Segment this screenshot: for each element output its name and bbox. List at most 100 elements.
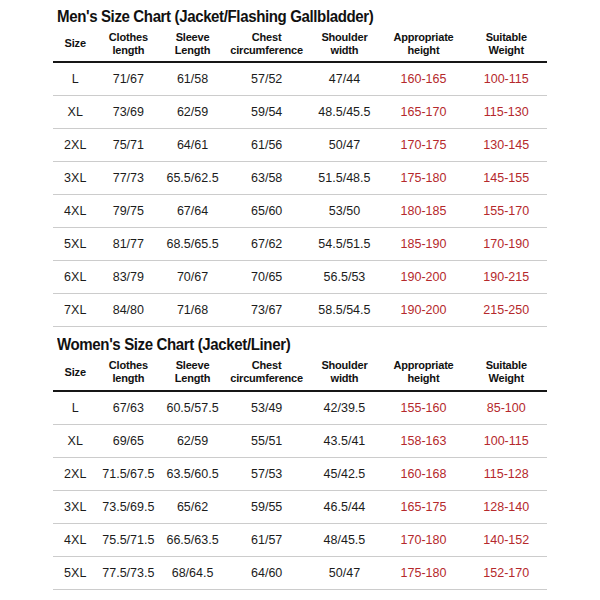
table-cell: 66.5/63.5 <box>159 523 226 556</box>
table-cell: 73/67 <box>226 294 308 327</box>
table-cell: 65/60 <box>226 195 308 228</box>
table-cell: 57/52 <box>226 62 308 96</box>
column-header: Size <box>53 355 97 390</box>
table-cell: 75.5/71.5 <box>97 523 159 556</box>
table-cell: 47/44 <box>307 62 381 96</box>
table-cell: 77.5/73.5 <box>97 556 159 589</box>
table-cell: 54.5/51.5 <box>307 228 381 261</box>
column-header: Clothes length <box>97 355 159 390</box>
table-cell: 6XL <box>53 261 97 294</box>
table-cell: 69/65 <box>97 424 159 457</box>
womens-table-body: L67/6360.5/57.553/4942/39.5155-16085-100… <box>53 391 547 600</box>
column-header: Sleeve Length <box>159 355 226 390</box>
table-cell: 155-160 <box>381 391 465 425</box>
column-header: Chest circumference <box>226 27 308 62</box>
table-cell: 85-100 <box>465 391 547 425</box>
table-cell: 61/57 <box>226 523 308 556</box>
table-cell: 68/64.5 <box>159 556 226 589</box>
table-cell: 190-200 <box>381 294 465 327</box>
table-row: 2XL71.5/67.563.5/60.557/5345/42.5160-168… <box>53 457 547 490</box>
table-cell: 2XL <box>53 457 97 490</box>
table-cell: 4XL <box>53 195 97 228</box>
table-cell: 51.5/48.5 <box>307 589 381 600</box>
womens-size-table: SizeClothes lengthSleeve LengthChest cir… <box>53 355 547 600</box>
table-cell: 46.5/44 <box>307 490 381 523</box>
table-cell: 55/51 <box>226 424 308 457</box>
table-cell: 58.5/54.5 <box>307 294 381 327</box>
table-cell: 50/47 <box>307 556 381 589</box>
table-cell: 145-155 <box>465 162 547 195</box>
table-cell: 67/63 <box>97 391 159 425</box>
womens-chart-title: Women's Size Chart (Jacket/Liner) <box>57 336 518 354</box>
table-cell: 65/62 <box>159 490 226 523</box>
table-cell: 4XL <box>53 523 97 556</box>
table-cell: 160-165 <box>381 62 465 96</box>
table-cell: 100-115 <box>465 62 547 96</box>
table-cell: 70/65 <box>226 261 308 294</box>
table-cell: L <box>53 62 97 96</box>
table-row: XL69/6562/5955/5143.5/41158-163100-115 <box>53 424 547 457</box>
table-cell: XL <box>53 96 97 129</box>
table-cell: 170-190 <box>465 228 547 261</box>
table-cell: 185-190 <box>381 228 465 261</box>
column-header: Suitable Weight <box>465 355 547 390</box>
table-cell: 56.5/53 <box>307 261 381 294</box>
table-cell: 100-115 <box>465 424 547 457</box>
table-cell: 77/73 <box>97 162 159 195</box>
table-cell: 63/58 <box>226 162 308 195</box>
table-cell: 180-185 <box>381 195 465 228</box>
mens-table-header: SizeClothes lengthSleeve LengthChest cir… <box>53 27 547 62</box>
table-cell: 62/59 <box>159 96 226 129</box>
table-row: 5XL81/7768.5/65.567/6254.5/51.5185-19017… <box>53 228 547 261</box>
table-cell: 45/42.5 <box>307 457 381 490</box>
mens-size-table: SizeClothes lengthSleeve LengthChest cir… <box>53 27 547 327</box>
mens-chart-title: Men's Size Chart (Jacket/Flashing Gallbl… <box>57 8 518 26</box>
table-row: XL73/6962/5959/5448.5/45.5165-170115-130 <box>53 96 547 129</box>
womens-table-header: SizeClothes lengthSleeve LengthChest cir… <box>53 355 547 390</box>
table-row: L71/6761/5857/5247/44160-165100-115 <box>53 62 547 96</box>
table-cell: 61/58 <box>159 62 226 96</box>
table-cell: XL <box>53 424 97 457</box>
table-row: 4XL75.5/71.566.5/63.561/5748/45.5170-180… <box>53 523 547 556</box>
column-header: Size <box>53 27 97 62</box>
table-cell: 140-152 <box>465 523 547 556</box>
table-cell: 84/80 <box>97 294 159 327</box>
table-row: 3XL77/7365.5/62.563/5851.5/48.5175-18014… <box>53 162 547 195</box>
table-cell: 59/54 <box>226 96 308 129</box>
table-cell: 165-170 <box>381 96 465 129</box>
table-cell: 61/56 <box>226 129 308 162</box>
table-cell: 48.5/45.5 <box>307 96 381 129</box>
column-header: Shoulder width <box>307 27 381 62</box>
table-cell: 175-180 <box>381 556 465 589</box>
table-row: 2XL75/7164/6161/5650/47170-175130-145 <box>53 129 547 162</box>
table-cell: 60.5/57.5 <box>159 391 226 425</box>
table-cell: 170-180 <box>381 523 465 556</box>
table-cell: L <box>53 391 97 425</box>
table-cell: 43.5/41 <box>307 424 381 457</box>
table-cell: 73/69 <box>97 96 159 129</box>
header-row: SizeClothes lengthSleeve LengthChest cir… <box>53 355 547 390</box>
table-row: 6XL83/7970/6770/6556.5/53190-200190-215 <box>53 261 547 294</box>
table-cell: 155-170 <box>465 195 547 228</box>
column-header: Appropriate height <box>381 355 465 390</box>
table-cell: 190-215 <box>465 261 547 294</box>
table-cell: 128-140 <box>465 490 547 523</box>
table-cell: 70/67 <box>159 261 226 294</box>
table-cell: 3XL <box>53 162 97 195</box>
table-cell: 3XL <box>53 490 97 523</box>
table-cell: 79/75 <box>97 195 159 228</box>
table-cell: 81/77 <box>97 228 159 261</box>
table-cell: 73.5/69.5 <box>97 490 159 523</box>
table-cell: 175-180 <box>381 162 465 195</box>
table-cell: 2XL <box>53 129 97 162</box>
table-cell: 83/79 <box>97 261 159 294</box>
table-cell: 5XL <box>53 228 97 261</box>
table-cell: 130-145 <box>465 129 547 162</box>
table-cell: 215-250 <box>465 294 547 327</box>
column-header: Suitable Weight <box>465 27 547 62</box>
table-cell: 75/71 <box>97 129 159 162</box>
table-cell: 42/39.5 <box>307 391 381 425</box>
table-cell: 53/49 <box>226 391 308 425</box>
column-header: Sleeve Length <box>159 27 226 62</box>
table-cell: 50/47 <box>307 129 381 162</box>
